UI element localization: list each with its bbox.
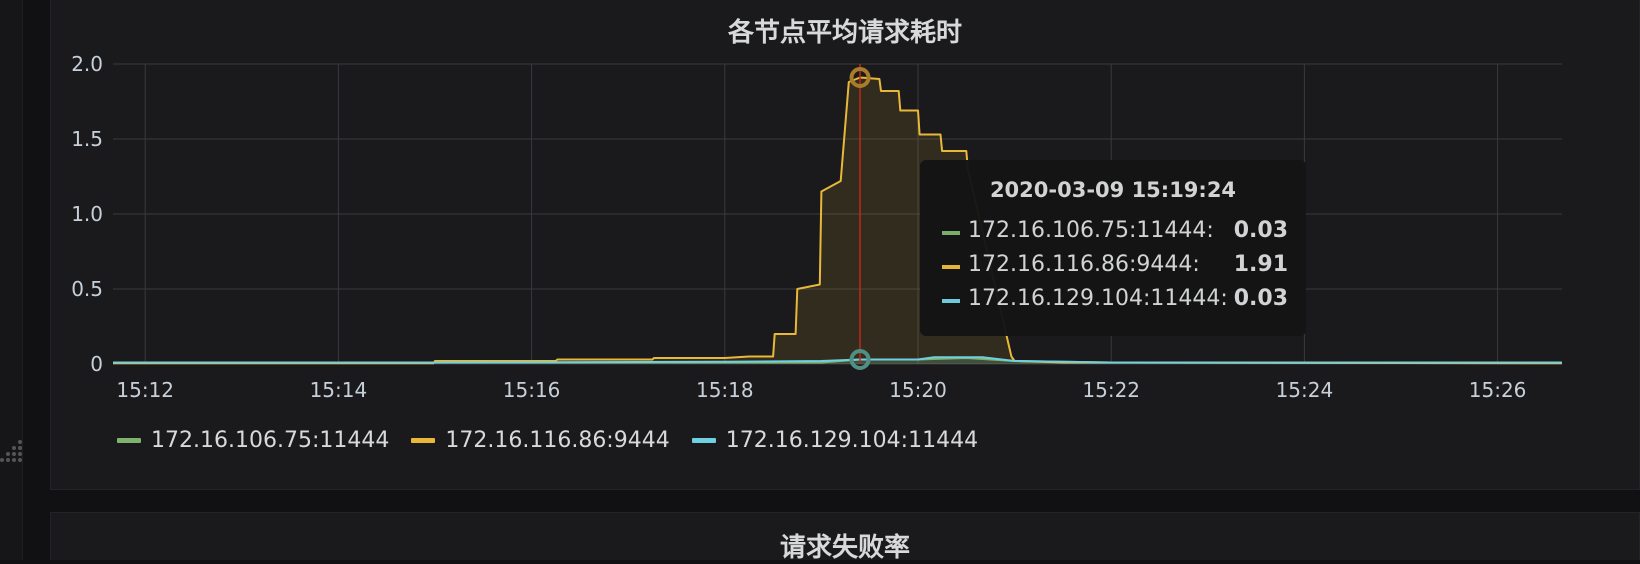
tooltip-time: 2020-03-09 15:19:24	[989, 178, 1237, 202]
chart-area-fill	[113, 77, 1562, 364]
tooltip-label: 172.16.106.75:11444:	[968, 218, 1214, 243]
chart-series	[113, 76, 1563, 365]
legend-label[interactable]: 172.16.129.104:11444	[725, 428, 979, 453]
x-tick-label: 15:12	[116, 378, 174, 402]
legend-item[interactable]: 172.16.116.86:9444	[411, 428, 670, 453]
legend-label[interactable]: 172.16.116.86:9444	[445, 428, 670, 453]
legend-swatch-green	[117, 438, 141, 443]
chart-panel-failure-rate[interactable]: 请求失败率	[50, 512, 1640, 563]
tooltip-swatch-green	[942, 231, 960, 235]
tooltip-label: 172.16.129.104:11444:	[968, 286, 1228, 311]
chart-grid	[113, 63, 1562, 365]
x-tick-label: 15:16	[503, 378, 561, 402]
legend-item[interactable]: 172.16.106.75:11444	[117, 428, 389, 453]
y-tick-label: 2.0	[71, 52, 103, 76]
x-tick-label: 15:22	[1082, 378, 1140, 402]
tooltip-swatch-cyan	[942, 299, 960, 303]
x-tick-label: 15:14	[310, 378, 368, 402]
legend-label[interactable]: 172.16.106.75:11444	[151, 428, 390, 453]
x-tick-label: 15:26	[1469, 378, 1527, 402]
x-axis: 15:12 15:14 15:16 15:18 15:20 15:22 15:24 15:26	[116, 378, 1526, 402]
hover-crosshair	[849, 64, 871, 370]
tooltip-value: 0.03	[1233, 218, 1288, 243]
hover-point-marker	[849, 349, 871, 370]
hover-tooltip: 2020-03-09 15:19:24 172.16.106.75:11444:…	[920, 160, 1306, 336]
hover-point-marker	[849, 67, 871, 88]
tooltip-value: 0.03	[1233, 286, 1288, 311]
chart-legend: 172.16.106.75:11444 172.16.116.86:9444 1…	[117, 428, 978, 453]
line-chart[interactable]: 00.51.01.52.0 15:12 15:14 15:16 15:18 15:20 1…	[0, 0, 1640, 490]
resize-handle-icon[interactable]	[0, 436, 24, 468]
x-tick-label: 15:18	[696, 378, 754, 402]
y-axis: 0 0.5 1.0 1.5 2.0	[71, 52, 103, 376]
series-area	[113, 77, 1562, 364]
legend-swatch-orange	[411, 438, 436, 443]
y-tick-label: 0	[90, 352, 103, 376]
y-tick-label: 0.5	[71, 277, 103, 301]
series-line	[113, 76, 1563, 365]
tooltip-row: 172.16.116.86:9444: 1.91	[942, 252, 1288, 282]
x-tick-label: 15:24	[1276, 378, 1334, 402]
legend-swatch-cyan	[691, 438, 716, 443]
panel-title[interactable]: 请求失败率	[779, 533, 910, 563]
tooltip-row: 172.16.106.75:11444: 0.03	[942, 218, 1288, 248]
legend-item[interactable]: 172.16.129.104:11444	[691, 428, 979, 453]
tooltip-swatch-orange	[942, 265, 960, 269]
y-tick-label: 1.0	[71, 202, 103, 226]
panel-title[interactable]: 各节点平均请求耗时	[727, 18, 962, 48]
tooltip-value: 1.91	[1233, 252, 1288, 277]
tooltip-row: 172.16.129.104:11444: 0.03	[942, 286, 1288, 316]
y-tick-label: 1.5	[71, 127, 103, 151]
x-tick-label: 15:20	[889, 378, 947, 402]
left-rail	[0, 0, 23, 560]
tooltip-label: 172.16.116.86:9444:	[968, 252, 1200, 277]
series-line	[113, 356, 1562, 364]
